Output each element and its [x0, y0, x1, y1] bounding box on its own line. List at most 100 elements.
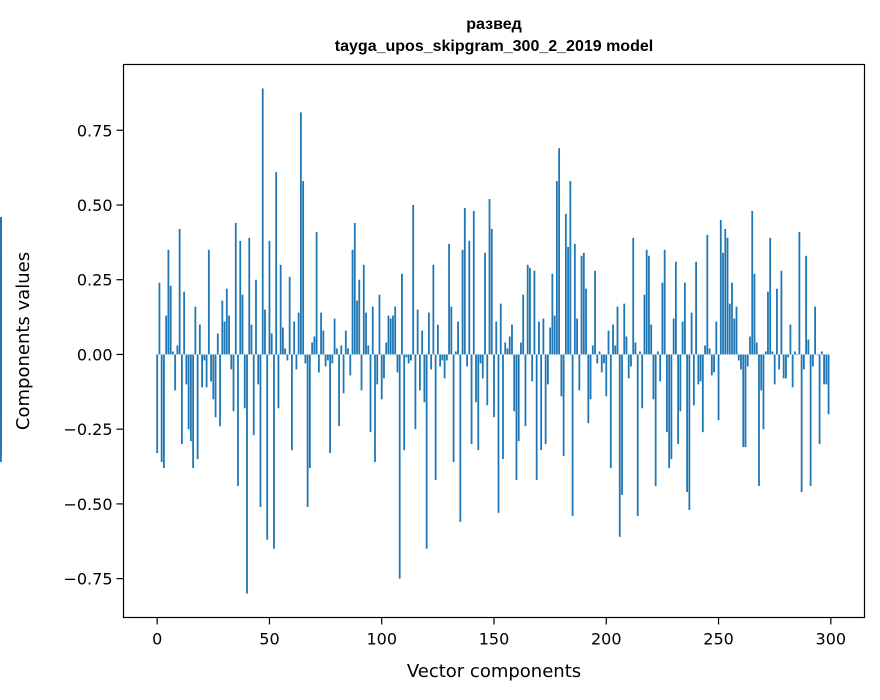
bar — [176, 345, 179, 355]
bar — [156, 354, 159, 454]
bar — [522, 294, 525, 355]
bar — [627, 354, 630, 379]
bar — [167, 249, 170, 355]
bar — [490, 228, 493, 355]
bar — [827, 354, 830, 415]
chart-title: развед — [466, 16, 522, 33]
bar — [475, 354, 477, 403]
bar — [421, 330, 424, 355]
bar — [228, 315, 230, 355]
bar — [825, 354, 828, 385]
bar — [634, 342, 637, 355]
bar — [600, 354, 603, 373]
bar — [782, 354, 785, 379]
bar — [571, 354, 574, 516]
bar — [564, 213, 567, 355]
bar — [297, 312, 300, 355]
bar — [291, 354, 293, 451]
bar — [587, 354, 590, 424]
bar — [540, 354, 543, 451]
bar — [659, 354, 662, 382]
bar — [255, 279, 257, 355]
bar — [780, 270, 783, 355]
bar — [596, 354, 599, 364]
bar — [210, 354, 212, 382]
bar — [324, 354, 327, 367]
bar — [389, 318, 392, 355]
bar — [378, 294, 381, 355]
chart-subtitle: tayga_upos_skipgram_300_2_2019 model — [335, 38, 653, 55]
x-tick-label: 150 — [479, 630, 510, 649]
bar — [286, 354, 289, 361]
bar — [347, 348, 349, 355]
bar — [618, 354, 621, 537]
bar — [753, 273, 756, 355]
bar — [178, 228, 181, 355]
bar — [771, 351, 774, 355]
bar — [201, 354, 203, 388]
bar — [353, 222, 356, 355]
bar — [230, 354, 233, 370]
x-tick-label: 300 — [816, 630, 847, 649]
bar — [764, 351, 767, 355]
bar — [459, 354, 462, 522]
bar — [531, 354, 534, 382]
bar — [419, 354, 421, 391]
bar — [576, 318, 578, 355]
bar — [755, 342, 758, 355]
bar — [270, 333, 273, 355]
bar — [192, 354, 195, 469]
bar — [284, 348, 287, 355]
bar — [605, 354, 608, 397]
bar — [666, 354, 668, 433]
bar — [304, 354, 307, 364]
bar — [436, 324, 439, 355]
bar — [407, 354, 410, 364]
bar — [657, 351, 659, 355]
bar — [295, 354, 298, 370]
bar — [187, 354, 190, 430]
bar — [160, 354, 163, 463]
bar — [185, 354, 188, 385]
bar — [670, 354, 673, 460]
bar — [461, 249, 464, 355]
bar — [308, 354, 311, 469]
bar — [403, 354, 406, 451]
bar — [717, 354, 720, 421]
bar — [196, 354, 199, 460]
bar — [275, 172, 278, 355]
bar — [214, 354, 217, 418]
bar — [526, 264, 529, 355]
bar — [445, 354, 448, 361]
bar — [392, 315, 394, 355]
ticks-group: 0 50 100 150 200 250 300 −0.75 −0.50 −0.25 0.00 0.2… — [63, 121, 846, 648]
bar — [513, 354, 516, 412]
bar — [0, 354, 2, 403]
bar — [360, 354, 363, 391]
bar — [383, 354, 385, 379]
bar — [454, 351, 457, 355]
bar — [302, 181, 305, 355]
bar — [508, 336, 511, 355]
bar — [749, 336, 751, 355]
bar — [448, 243, 450, 355]
bar — [322, 330, 325, 355]
bar — [342, 354, 345, 394]
bar — [468, 240, 471, 355]
bar — [430, 354, 433, 370]
bar — [320, 312, 322, 355]
x-tick-label: 100 — [366, 630, 397, 649]
bar — [735, 306, 738, 355]
bar — [374, 354, 376, 463]
bar — [538, 321, 540, 355]
bar — [818, 354, 821, 445]
bar — [439, 354, 442, 367]
bar — [338, 354, 340, 427]
bar — [470, 354, 473, 445]
bar — [351, 249, 354, 355]
bar — [798, 231, 801, 355]
bar — [499, 303, 502, 355]
bar — [778, 354, 781, 370]
y-tick-label: −0.25 — [63, 420, 112, 439]
bar — [690, 312, 693, 355]
